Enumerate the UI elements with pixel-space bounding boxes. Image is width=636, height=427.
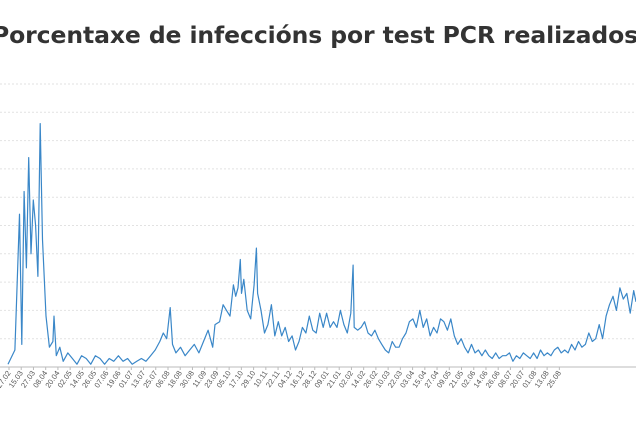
series-line [7,123,636,365]
chart-title: Porcentaxe de infeccións por test PCR re… [0,21,636,49]
gridlines [0,83,636,368]
x-tick-labels: 27.0215.0327.0308.0420.0402.0514.0526.05… [0,367,563,390]
